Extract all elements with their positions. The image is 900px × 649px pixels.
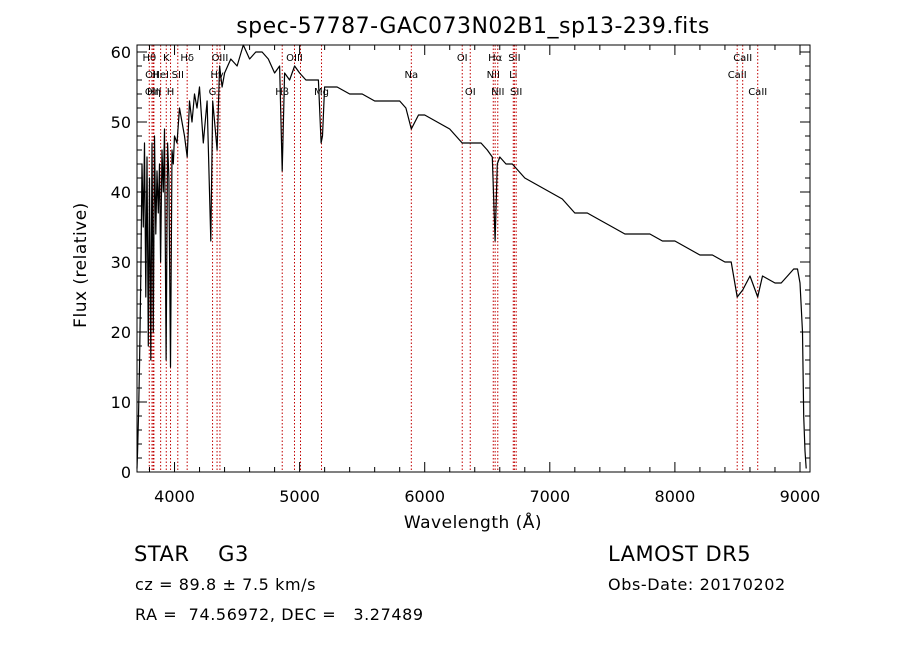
plot-frame bbox=[136, 44, 811, 473]
y-axis-label: Flux (relative) bbox=[71, 202, 91, 328]
line-marker-label: OIII bbox=[286, 53, 303, 64]
line-marker-label: Mg bbox=[314, 87, 329, 98]
line-marker-label: SII bbox=[172, 70, 184, 81]
line-marker-label: SII bbox=[510, 87, 522, 98]
line-marker-label: CaII bbox=[748, 87, 767, 98]
y-tick-label: 50 bbox=[111, 113, 131, 132]
line-marker-label: OI bbox=[457, 53, 468, 64]
line-marker-label: Hβ bbox=[275, 87, 289, 98]
axes-group: 4000 5000 6000 7000 8000 9000 0 10 20 30 40 50 60 bbox=[111, 43, 821, 506]
y-tick-label: 40 bbox=[111, 183, 131, 202]
line-marker-label: H bbox=[167, 87, 175, 98]
emission-line-markers: HθOIIOIIIHηHeIKHSIIHδGHγOIIIHβOIIIMgNaOI… bbox=[142, 45, 767, 472]
line-marker-label: Li bbox=[509, 70, 517, 81]
line-marker-label: OIII bbox=[145, 87, 162, 98]
line-marker-label: Hθ bbox=[142, 53, 156, 64]
x-tick-label: 9000 bbox=[780, 487, 821, 506]
spectral-class: STAR G3 bbox=[134, 542, 249, 566]
chart-title: spec-57787-GAC073N02B1_sp13-239.fits bbox=[236, 14, 710, 39]
y-tick-label: 30 bbox=[111, 253, 131, 272]
line-marker-label: OI bbox=[465, 87, 476, 98]
line-marker-label: HeI bbox=[152, 70, 169, 81]
line-marker-label: K bbox=[163, 53, 170, 64]
line-marker-label: Hγ bbox=[210, 70, 224, 81]
line-marker-label: G bbox=[209, 87, 217, 98]
line-marker-label: NII bbox=[491, 87, 504, 98]
observation-date: Obs-Date: 20170202 bbox=[608, 575, 786, 594]
series-group bbox=[136, 44, 807, 469]
survey-name: LAMOST DR5 bbox=[608, 542, 752, 566]
line-marker-label: NII bbox=[487, 70, 500, 81]
y-tick-label: 0 bbox=[121, 463, 131, 482]
x-tick-label: 6000 bbox=[404, 487, 445, 506]
redshift-velocity: cz = 89.8 ± 7.5 km/s bbox=[135, 575, 317, 594]
line-marker-label: Hη bbox=[147, 87, 161, 98]
y-tick-label: 10 bbox=[111, 393, 131, 412]
y-tick-label: 20 bbox=[111, 323, 131, 342]
x-tick-label: 7000 bbox=[529, 487, 570, 506]
x-axis-label: Wavelength (Å) bbox=[404, 511, 542, 533]
y-tick-label: 60 bbox=[111, 43, 131, 62]
line-marker-label: OIII bbox=[212, 53, 229, 64]
line-marker-label: SII bbox=[508, 53, 520, 64]
line-marker-label: Hα bbox=[488, 53, 503, 64]
line-marker-label: CaII bbox=[733, 53, 752, 64]
line-marker-label: Hδ bbox=[180, 53, 194, 64]
line-marker-label: Na bbox=[405, 70, 419, 81]
line-marker-label: OII bbox=[145, 70, 159, 81]
x-tick-label: 5000 bbox=[279, 487, 320, 506]
line-marker-label: CaII bbox=[728, 70, 747, 81]
coordinates: RA = 74.56972, DEC = 3.27489 bbox=[135, 605, 424, 624]
spectrum-line bbox=[136, 44, 807, 469]
x-tick-label: 8000 bbox=[655, 487, 696, 506]
x-tick-label: 4000 bbox=[154, 487, 195, 506]
